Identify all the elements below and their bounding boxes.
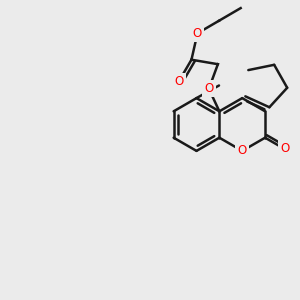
Text: O: O [238, 144, 247, 158]
Text: O: O [204, 82, 214, 95]
Text: O: O [193, 27, 202, 40]
Text: O: O [280, 142, 289, 155]
Text: O: O [174, 75, 184, 88]
